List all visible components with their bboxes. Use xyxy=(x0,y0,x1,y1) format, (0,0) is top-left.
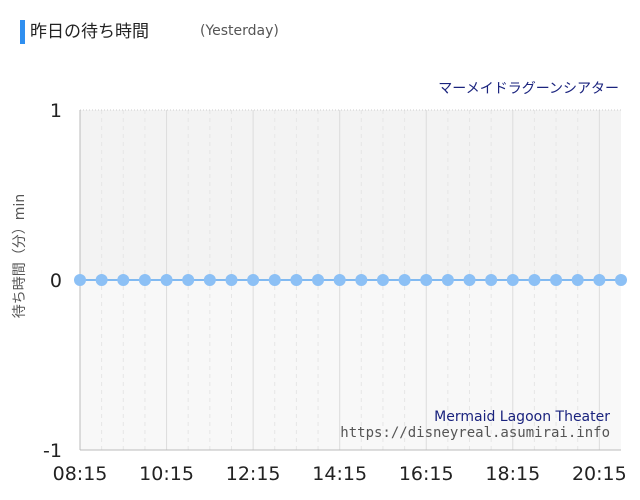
axes: 1 0 -108:15 10:15 12:15 14:15 16:15 18:15 20:15 xyxy=(43,100,627,485)
page-subtitle: (Yesterday) xyxy=(200,23,279,39)
data-point xyxy=(506,274,519,286)
y-tick-label: 0 xyxy=(50,270,62,292)
plot-background xyxy=(80,110,621,450)
y-tick-label: 1 xyxy=(50,100,62,122)
x-tick-label: 14:15 xyxy=(312,463,367,485)
data-point xyxy=(571,274,584,286)
data-point xyxy=(182,274,195,286)
data-point xyxy=(441,274,454,286)
data-point xyxy=(203,274,216,286)
data-point xyxy=(593,274,606,286)
data-point xyxy=(398,274,411,286)
data-point xyxy=(615,274,627,286)
data-point xyxy=(160,274,173,286)
data-point xyxy=(528,274,541,286)
x-tick-label: 08:15 xyxy=(53,463,108,485)
page-title: 昨日の待ち時間 xyxy=(30,22,149,42)
x-tick-label: 20:15 xyxy=(572,463,627,485)
data-point xyxy=(485,274,498,286)
y-axis-label: 待ち時間（分）min xyxy=(12,194,28,318)
data-point xyxy=(550,274,563,286)
data-point xyxy=(312,274,325,286)
x-tick-label: 16:15 xyxy=(399,463,454,485)
plot-band-upper xyxy=(80,110,621,280)
data-point xyxy=(138,274,151,286)
data-point xyxy=(117,274,130,286)
data-point xyxy=(355,274,368,286)
attraction-name-en: Mermaid Lagoon Theater xyxy=(434,409,610,425)
data-point xyxy=(376,274,389,286)
data-point xyxy=(247,274,260,286)
plot-band-lower xyxy=(80,280,621,450)
x-tick-label: 18:15 xyxy=(485,463,540,485)
source-url: https://disneyreal.asumirai.info xyxy=(340,425,610,441)
x-tick-label: 12:15 xyxy=(226,463,281,485)
data-point xyxy=(268,274,281,286)
x-tick-label: 10:15 xyxy=(139,463,194,485)
data-point xyxy=(290,274,303,286)
data-point xyxy=(420,274,433,286)
y-tick-label: -1 xyxy=(43,440,62,462)
attraction-name-jp: マーメイドラグーンシアター xyxy=(438,81,619,97)
data-point xyxy=(225,274,238,286)
series-layer xyxy=(74,274,627,286)
header-accent-bar xyxy=(20,20,25,44)
data-point xyxy=(95,274,108,286)
data-point xyxy=(333,274,346,286)
data-point xyxy=(74,274,86,286)
data-point xyxy=(463,274,476,286)
